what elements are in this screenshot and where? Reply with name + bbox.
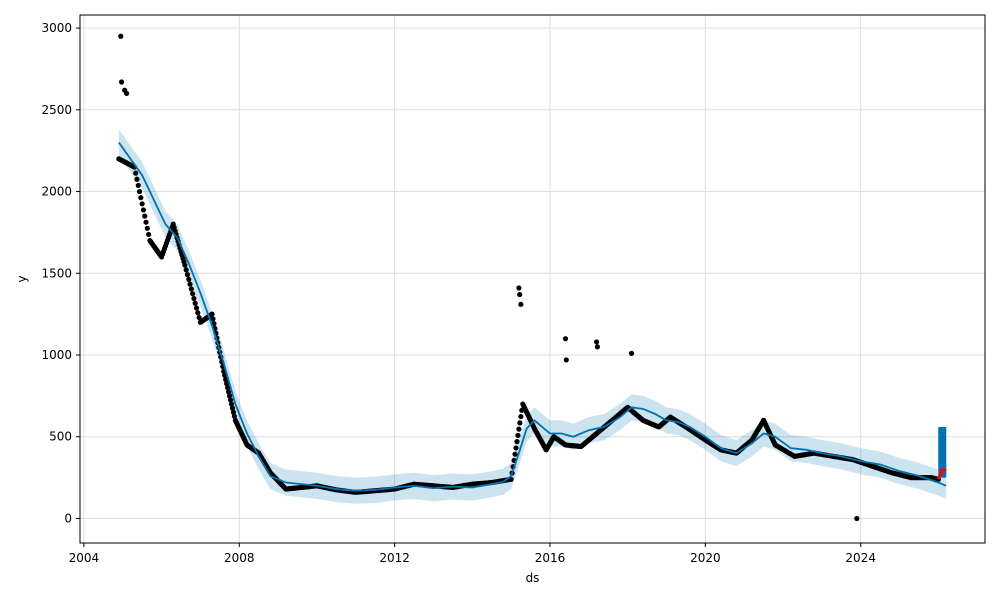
outlier-point — [518, 301, 524, 307]
observed-point — [231, 413, 237, 419]
observed-point — [515, 432, 521, 438]
observed-point — [514, 439, 520, 445]
observed-point — [182, 262, 188, 268]
observed-point — [139, 201, 145, 207]
observed-point — [196, 314, 202, 321]
observed-point — [190, 291, 196, 297]
x-tick-label: 2004 — [69, 551, 100, 565]
y-tick-label: 0 — [64, 511, 72, 525]
observed-point — [136, 188, 143, 195]
observed-point — [518, 413, 524, 420]
outlier-point — [628, 350, 635, 356]
grid-layer — [80, 15, 985, 543]
plot-frame — [79, 14, 986, 544]
observed-point — [146, 231, 152, 238]
outlier-point — [562, 336, 569, 342]
observed-point — [183, 267, 189, 273]
observed-point — [134, 176, 140, 182]
observed-point — [140, 207, 147, 213]
observed-point — [143, 219, 149, 225]
outlier-point — [124, 90, 130, 97]
forecast-line-layer — [118, 141, 947, 492]
observed-point — [229, 405, 236, 411]
observed-point — [191, 295, 197, 302]
observed-point — [517, 420, 523, 426]
x-axis-label: ds — [526, 571, 540, 585]
observed-point — [516, 426, 522, 432]
observed-point — [210, 316, 216, 322]
observed-point — [187, 281, 193, 287]
observed-point — [135, 182, 141, 189]
outlier-point — [118, 79, 125, 85]
observed-point — [224, 381, 230, 387]
observed-point — [226, 393, 233, 399]
observed-point — [230, 409, 237, 415]
y-tick-label: 3000 — [41, 21, 72, 35]
y-tick-label: 500 — [49, 430, 72, 444]
x-tick-label: 2024 — [845, 551, 876, 565]
outlier-point — [563, 357, 569, 363]
observed-point — [184, 272, 191, 278]
observed-point — [209, 311, 215, 317]
x-tick-label: 2008 — [224, 551, 255, 565]
y-tick-label: 1500 — [41, 266, 72, 280]
observed-point — [142, 213, 148, 219]
observed-point — [195, 310, 201, 316]
outlier-point — [594, 344, 600, 350]
observed-point — [223, 376, 229, 383]
observed-point — [228, 401, 235, 407]
observed-point — [512, 451, 518, 457]
outlier-point — [118, 33, 124, 39]
observed-point — [144, 225, 150, 231]
highlight-line — [936, 467, 947, 480]
forecast-line — [118, 141, 947, 492]
observed-point — [133, 170, 139, 176]
observed-point — [225, 389, 232, 395]
y-tick-label: 2500 — [41, 103, 72, 117]
x-tick-label: 2012 — [379, 551, 410, 565]
observed-point — [188, 286, 194, 292]
observed-point — [227, 397, 234, 403]
observed-point — [192, 300, 198, 306]
y-tick-label: 2000 — [41, 185, 72, 199]
x-tick-label: 2016 — [535, 551, 566, 565]
observed-point — [186, 276, 192, 283]
observed-point — [513, 445, 519, 451]
outlier-point — [516, 285, 522, 291]
outlier-point — [593, 339, 600, 345]
x-tick-label: 2020 — [690, 551, 721, 565]
y-axis-label: y — [15, 275, 29, 282]
observed-point — [224, 385, 231, 391]
outlier-point — [854, 515, 860, 522]
tick-layer: 2004 2008 2012 2016 2020 2024 0 500 1000 1500 2000… — [41, 21, 876, 565]
observed-point — [193, 305, 200, 311]
y-tick-label: 1000 — [41, 348, 72, 362]
observed-point — [138, 195, 144, 201]
highlight-layer — [936, 467, 947, 480]
outlier-point — [517, 291, 523, 298]
